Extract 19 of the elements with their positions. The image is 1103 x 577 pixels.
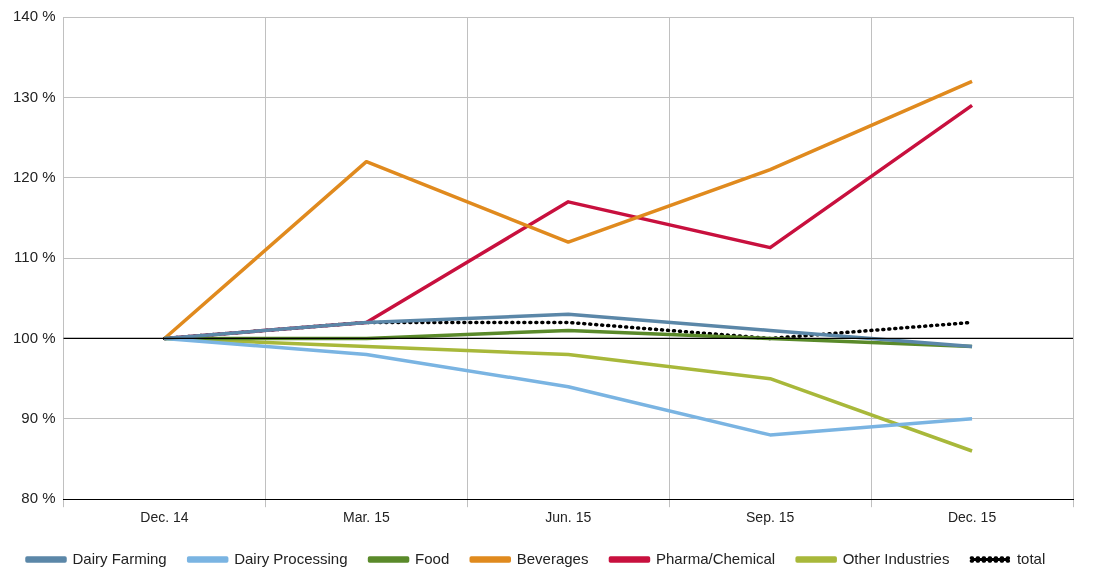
y-tick-label: 80 % — [21, 489, 56, 507]
legend-label: Beverages — [516, 549, 589, 567]
legend-label: Pharma/Chemical — [655, 549, 776, 567]
x-tick-label: Sep. 15 — [746, 509, 795, 526]
y-tick-label: 120 % — [12, 167, 56, 185]
legend-label: Dairy Processing — [234, 549, 348, 567]
x-tick-label: Mar. 15 — [343, 509, 390, 526]
y-tick-label: 90 % — [21, 408, 56, 426]
y-tick-label: 140 % — [12, 7, 56, 25]
y-tick-label: 100 % — [12, 328, 56, 346]
x-tick-label: Jun. 15 — [545, 509, 592, 526]
y-tick-label: 130 % — [12, 87, 56, 105]
x-tick-label: Dec. 15 — [947, 509, 997, 526]
y-tick-label: 110 % — [14, 248, 56, 266]
legend-label: Other Industries — [842, 549, 950, 567]
legend-label: Dairy Farming — [72, 549, 167, 567]
x-tick-label: Dec. 14 — [140, 509, 189, 526]
legend-label: Food — [415, 549, 450, 567]
legend-label: total — [1016, 549, 1046, 567]
